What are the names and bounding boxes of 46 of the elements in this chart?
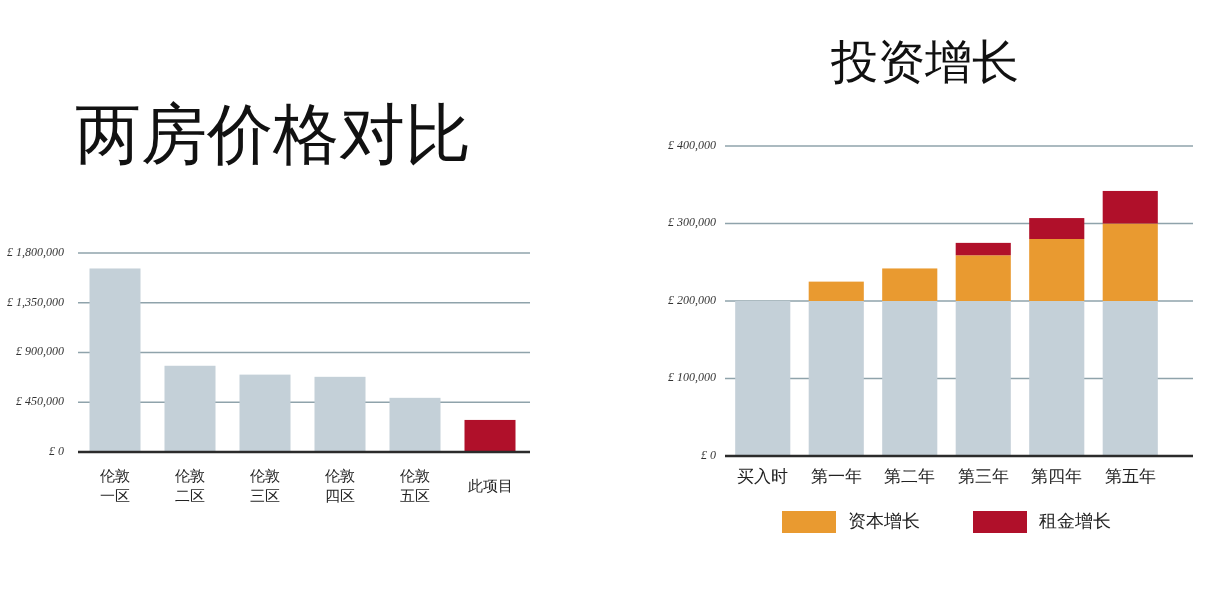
y-tick-label: £ 900,000 (16, 344, 64, 359)
chart-title: 投资增长 (830, 34, 1019, 89)
bar (1029, 218, 1085, 239)
x-tick-label: 买入时 (737, 466, 789, 486)
y-tick-label: £ 1,350,000 (7, 294, 64, 309)
x-tick-label: 第三年 (957, 466, 1009, 486)
bar (882, 301, 938, 456)
x-tick-label: 伦敦一区 (100, 467, 130, 505)
bar (735, 301, 791, 456)
legend-label: 租金增长 (1039, 510, 1111, 531)
bar (808, 301, 864, 456)
y-tick-label: £ 1,800,000 (7, 244, 64, 259)
bar (882, 268, 938, 301)
chart-title: 两房价格对比 (75, 96, 471, 173)
bar (464, 419, 516, 452)
bar (239, 374, 291, 452)
y-tick-label: £ 100,000 (668, 370, 716, 385)
bar (955, 301, 1011, 456)
bar (314, 376, 366, 452)
bar (89, 268, 141, 452)
bar (389, 397, 441, 452)
x-tick-label: 伦敦二区 (175, 467, 205, 505)
bar (1029, 301, 1085, 456)
x-tick-label: 第二年 (884, 466, 936, 486)
y-tick-label: £ 200,000 (668, 292, 716, 307)
x-tick-label: 伦敦四区 (325, 467, 355, 505)
x-tick-label: 第一年 (810, 466, 862, 486)
y-tick-label: £ 400,000 (668, 137, 716, 152)
bar (955, 255, 1011, 301)
y-tick-label: £ 300,000 (668, 215, 716, 230)
bar (1102, 223, 1158, 301)
y-tick-label: £ 0 (701, 447, 716, 462)
x-tick-label: 第五年 (1104, 466, 1156, 486)
x-tick-label: 伦敦三区 (250, 467, 280, 505)
y-tick-label: £ 450,000 (16, 394, 64, 408)
y-tick-label: £ 0 (49, 443, 64, 458)
x-tick-label: 此项目 (467, 477, 513, 495)
bar (1102, 190, 1158, 224)
bar (164, 365, 216, 452)
x-tick-label: 第四年 (1031, 466, 1083, 486)
x-tick-label: 伦敦五区 (400, 467, 430, 505)
bar (808, 281, 864, 301)
legend-label: 资本增长 (848, 510, 920, 531)
bar (1102, 301, 1158, 456)
bar (955, 242, 1011, 256)
bar (1029, 239, 1085, 301)
